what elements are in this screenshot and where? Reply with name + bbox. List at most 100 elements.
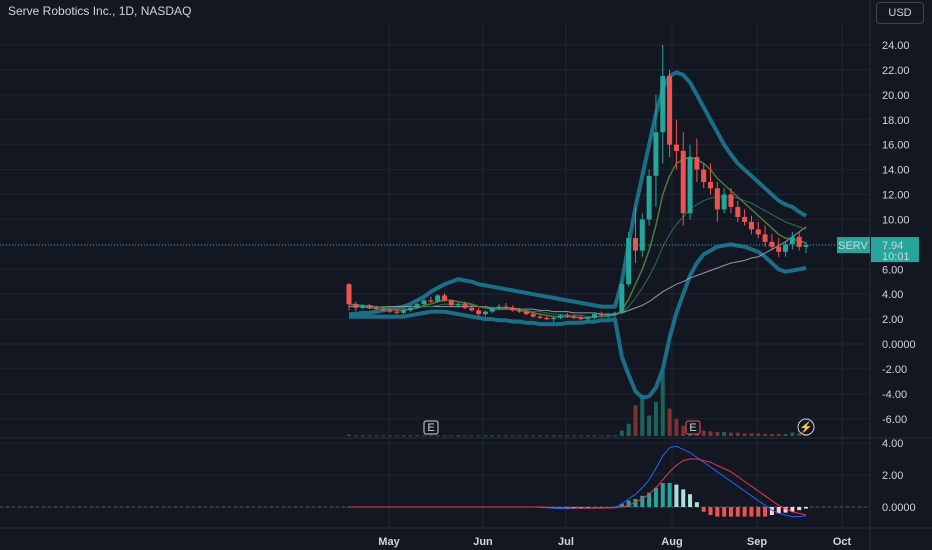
volume-bar [483, 435, 488, 437]
band-lower-line [349, 242, 807, 400]
volume-bar [681, 425, 686, 436]
candle-body [469, 307, 475, 311]
candle-body [721, 194, 727, 210]
macd-histogram-bar [701, 507, 706, 512]
macd-histogram-bar [708, 507, 713, 515]
volume-bar [735, 432, 740, 436]
currency-button[interactable]: USD [876, 2, 924, 24]
macd-histogram-bar [756, 507, 761, 517]
candle-body [728, 194, 734, 207]
macd-histogram-bar [640, 495, 645, 507]
volume-bar [387, 435, 392, 437]
volume-bar [442, 435, 447, 437]
macd-histogram-bar [742, 507, 747, 517]
price-tick-label: 24.00 [882, 40, 910, 52]
macd-histogram-bar [797, 507, 802, 511]
candle-body [776, 246, 782, 252]
candle-body [387, 310, 393, 312]
candle-body [523, 311, 529, 315]
candle-body [380, 309, 386, 311]
macd-histogram-bar [776, 507, 781, 514]
symbol-tag-bg [837, 237, 870, 254]
volume-bar [353, 435, 358, 437]
macd-histogram-bar [667, 483, 672, 507]
volume-bar [476, 435, 481, 437]
volume-bar [381, 435, 386, 437]
candle-body [346, 284, 352, 305]
macd-histogram-bar [728, 507, 733, 517]
volume-bar [769, 433, 774, 436]
macd-tick-label: 2.00 [882, 470, 903, 482]
candle-body [476, 310, 482, 315]
candle-body [544, 317, 550, 320]
candle-body [783, 244, 789, 252]
macd-signal-line [349, 458, 807, 516]
volume-bar [428, 435, 433, 437]
volume-bar [640, 394, 645, 436]
volume-bar [415, 435, 420, 437]
price-tick-label: 22.00 [882, 65, 910, 77]
candle-body [394, 311, 400, 313]
volume-bar [647, 415, 652, 436]
candle-body [769, 241, 775, 247]
volume-bar [469, 435, 474, 437]
candle-body [373, 307, 379, 310]
volume-bar [715, 431, 720, 436]
price-tag-value: 7.94 [882, 240, 903, 252]
volume-bar [797, 433, 802, 436]
volume-bar [667, 408, 672, 436]
candle-body [605, 314, 611, 316]
time-tick-label: May [378, 536, 400, 548]
volume-bar [456, 435, 461, 437]
macd-histogram-bar [626, 500, 631, 507]
price-tag-countdown: 10:01 [882, 251, 910, 263]
volume-bar [462, 435, 467, 437]
volume-bar [558, 435, 563, 437]
volume-bar [756, 433, 761, 436]
candle-body [714, 188, 720, 210]
candle-body [503, 306, 509, 308]
candle-body [592, 314, 598, 318]
volume-bar [347, 434, 351, 436]
time-tick-label: Jul [558, 536, 574, 548]
candle-body [762, 234, 768, 242]
band-upper-line [349, 70, 807, 317]
candle-body [435, 295, 441, 302]
macd-histogram-bar [769, 507, 774, 515]
candle-body [537, 316, 543, 318]
earnings-marker [423, 420, 439, 435]
volume-bar [708, 431, 713, 436]
volume-bar [510, 435, 515, 437]
candle-body [667, 76, 673, 145]
symbol-tag-label: SERV [838, 240, 868, 252]
volume-bar [592, 435, 597, 437]
candle-body [660, 76, 666, 133]
macd-histogram-bar [592, 507, 597, 508]
price-tick-label: -6.00 [882, 414, 907, 426]
volume-bar [790, 432, 795, 436]
volume-bar [531, 435, 536, 437]
candle-body [803, 245, 809, 247]
volume-bar [776, 433, 781, 436]
price-tick-label: -2.00 [882, 364, 907, 376]
volume-bar [449, 435, 454, 437]
candle-body [598, 314, 604, 316]
volume-bar [749, 433, 754, 436]
price-tick-label: 16.00 [882, 140, 910, 152]
macd-histogram-bar [647, 492, 652, 507]
volume-bar [606, 435, 611, 437]
candle-body [578, 317, 584, 320]
candle-body [530, 314, 536, 317]
candle-body [421, 300, 427, 305]
candle-body [626, 238, 632, 285]
volume-bar [626, 423, 631, 436]
volume-bar [435, 435, 440, 437]
time-tick-label: Aug [661, 536, 682, 548]
dividend-marker [797, 418, 815, 436]
volume-bar [551, 435, 556, 437]
candle-body [428, 300, 434, 302]
volume-bar [619, 430, 624, 436]
ma-fast-line [348, 156, 807, 319]
candle-body [708, 182, 714, 189]
